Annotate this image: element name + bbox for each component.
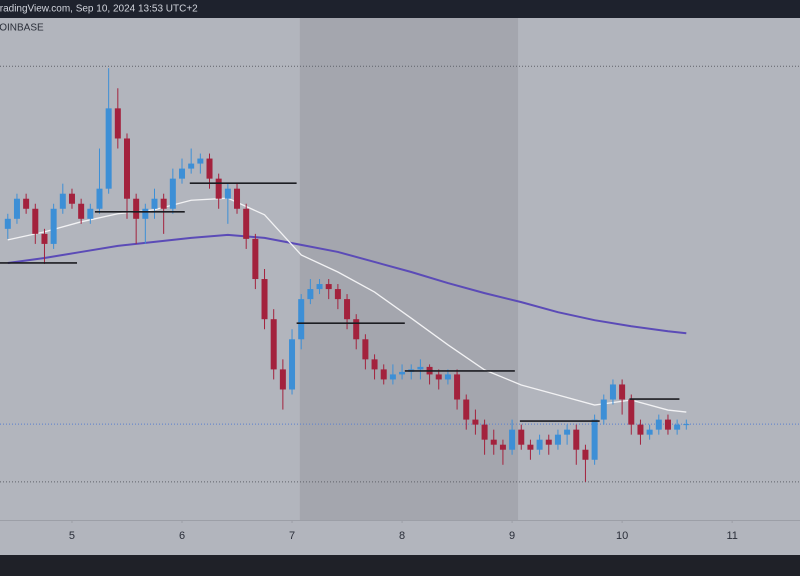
candle-body	[78, 203, 85, 219]
candle-body	[206, 158, 213, 179]
candle-body	[637, 424, 644, 435]
candle-body	[4, 218, 11, 229]
candle-body	[399, 371, 406, 375]
candle-body	[224, 188, 231, 199]
candle-body	[325, 284, 332, 290]
candle-body	[197, 158, 204, 164]
candle-body	[527, 444, 534, 450]
candle-body	[307, 289, 314, 300]
candle-body	[289, 339, 296, 390]
candle-body	[509, 429, 516, 450]
candle-body	[655, 419, 662, 430]
candle-body	[133, 198, 140, 219]
candle-body	[279, 369, 286, 390]
candle-body	[371, 359, 378, 370]
candle-body	[261, 279, 268, 320]
candle-body	[454, 374, 461, 400]
candle-body	[609, 384, 616, 400]
moving-average	[7, 197, 687, 413]
candle-body	[362, 339, 369, 360]
x-tick-label: 7	[289, 530, 295, 542]
x-tick-label: 5	[69, 530, 75, 542]
candle-body	[169, 178, 176, 209]
candle-body	[114, 108, 121, 139]
candle-body	[23, 198, 30, 209]
candle-body	[591, 419, 598, 460]
candle-body	[417, 366, 424, 370]
candle-body	[96, 188, 103, 209]
bottom-bar	[0, 555, 800, 576]
candle-body	[179, 168, 186, 179]
candle-body	[683, 424, 690, 426]
candle-body	[518, 429, 525, 445]
candle-body	[463, 399, 470, 420]
candle-body	[353, 319, 360, 340]
candle-body	[444, 374, 451, 380]
candle-body	[545, 439, 552, 445]
candle-body	[105, 108, 112, 189]
candle-body	[316, 284, 323, 290]
candle-body	[334, 289, 341, 300]
candle-body	[270, 319, 277, 370]
candle-body	[674, 424, 681, 430]
candle-body	[188, 163, 195, 169]
candle-body	[564, 429, 571, 435]
candle-body	[389, 374, 396, 380]
candle-body	[435, 374, 442, 380]
candle-body	[472, 419, 479, 425]
candle-body	[490, 439, 497, 445]
candle-body	[160, 198, 167, 209]
x-tick-label: 10	[616, 530, 628, 542]
candle-body	[234, 188, 241, 209]
candle-body	[499, 444, 506, 450]
candle-body	[481, 424, 488, 440]
x-tick-label: 8	[399, 530, 405, 542]
plot: 5 6 7 8 9 10 11	[0, 18, 800, 542]
candle-body	[252, 238, 259, 280]
candle-body	[142, 208, 149, 219]
candle-body	[573, 429, 580, 450]
candle-body	[344, 299, 351, 320]
symbol-label: COINBASE	[0, 23, 44, 34]
candle-body	[50, 208, 57, 244]
candle-body	[554, 434, 561, 445]
top-bar	[0, 0, 800, 18]
candle-body	[380, 369, 387, 380]
candle-body	[123, 138, 130, 199]
candle-body	[600, 399, 607, 420]
x-tick-label: 6	[179, 530, 185, 542]
candle-body	[646, 429, 653, 435]
chart-title: TradingView.com, Sep 10, 2024 13:53 UTC+…	[0, 4, 198, 15]
candle-body	[215, 178, 222, 199]
x-tick-label: 9	[509, 530, 515, 542]
moving-average	[7, 233, 687, 335]
candle-body	[619, 384, 626, 400]
candle-body	[628, 399, 635, 425]
candle-body	[664, 419, 671, 430]
candle-body	[59, 193, 66, 209]
candle-body	[68, 193, 75, 204]
candle-body	[13, 198, 20, 219]
candle-body	[32, 208, 39, 234]
candle-body	[151, 198, 158, 209]
candle-body	[87, 208, 94, 219]
x-tick-label: 11	[726, 530, 737, 542]
candle-body	[298, 299, 305, 340]
candle-body	[243, 208, 250, 239]
candle-body	[582, 449, 589, 460]
candle-body	[536, 439, 543, 450]
candle-body	[41, 233, 48, 244]
